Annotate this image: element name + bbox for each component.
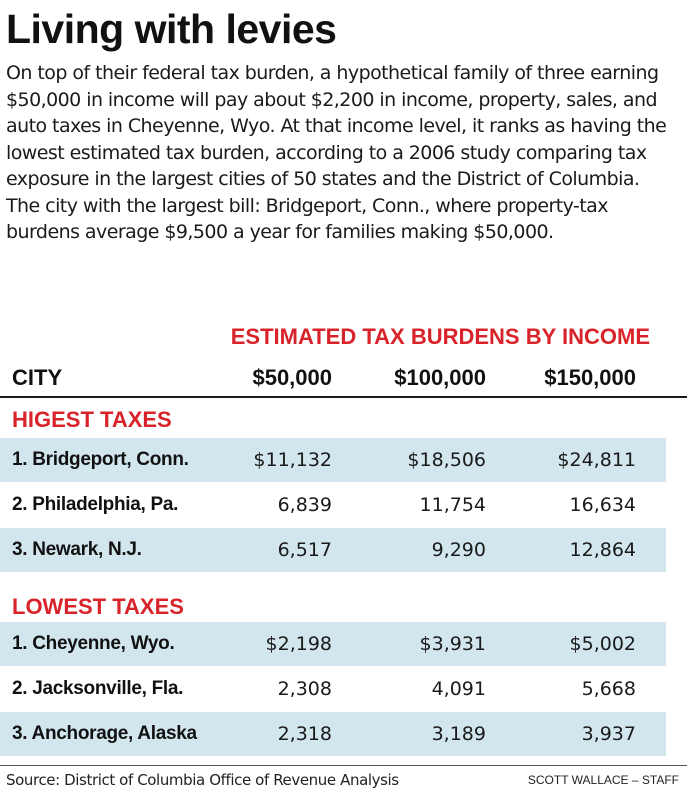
city-name: 2. Jacksonville, Fla. [12, 678, 184, 699]
value-100000: 9,290 [431, 539, 486, 561]
value-150000: $5,002 [569, 633, 636, 655]
table-row: 1. Bridgeport, Conn. $11,132 $18,506 $24… [0, 438, 666, 482]
table-title: ESTIMATED TAX BURDENS BY INCOME [230, 324, 650, 349]
page-title: Living with levies [6, 6, 337, 52]
column-header-50000: $50,000 [252, 365, 332, 390]
table-row: 2. Philadelphia, Pa. 6,839 11,754 16,634 [0, 483, 666, 527]
value-100000: $3,931 [419, 633, 486, 655]
table-row: 2. Jacksonville, Fla. 2,308 4,091 5,668 [0, 667, 666, 711]
value-50000: 2,308 [277, 678, 332, 700]
section-label-lowest: LOWEST TAXES [12, 594, 184, 619]
table-row: 3. Anchorage, Alaska 2,318 3,189 3,937 [0, 712, 666, 756]
value-100000: 11,754 [419, 494, 486, 516]
value-150000: 12,864 [569, 539, 636, 561]
source-note: Source: District of Columbia Office of R… [6, 771, 399, 789]
value-100000: 4,091 [431, 678, 486, 700]
value-50000: $11,132 [253, 449, 332, 471]
value-50000: 6,839 [277, 494, 332, 516]
city-name: 3. Anchorage, Alaska [12, 723, 197, 744]
city-name: 1. Bridgeport, Conn. [12, 449, 189, 470]
city-name: 3. Newark, N.J. [12, 539, 142, 560]
city-name: 1. Cheyenne, Wyo. [12, 633, 175, 654]
table-row: 3. Newark, N.J. 6,517 9,290 12,864 [0, 528, 666, 572]
staff-credit: SCOTT WALLACE – STAFF [527, 773, 679, 787]
value-50000: 2,318 [277, 723, 332, 745]
column-header-city: CITY [12, 365, 63, 390]
value-50000: 6,517 [277, 539, 332, 561]
value-150000: $24,811 [557, 449, 636, 471]
table-header-row: CITY $50,000 $100,000 $150,000 [0, 360, 687, 398]
section-label-highest: HIGEST TAXES [12, 407, 172, 432]
value-150000: 16,634 [569, 494, 636, 516]
city-name: 2. Philadelphia, Pa. [12, 494, 179, 515]
column-header-100000: $100,000 [394, 365, 486, 390]
value-150000: 3,937 [581, 723, 636, 745]
value-50000: $2,198 [265, 633, 332, 655]
table-row: 1. Cheyenne, Wyo. $2,198 $3,931 $5,002 [0, 622, 666, 666]
value-100000: 3,189 [431, 723, 486, 745]
value-100000: $18,506 [407, 449, 486, 471]
intro-paragraph: On top of their federal tax burden, a hy… [6, 62, 667, 243]
footer-divider [0, 765, 687, 766]
column-header-150000: $150,000 [544, 365, 636, 390]
value-150000: 5,668 [581, 678, 636, 700]
